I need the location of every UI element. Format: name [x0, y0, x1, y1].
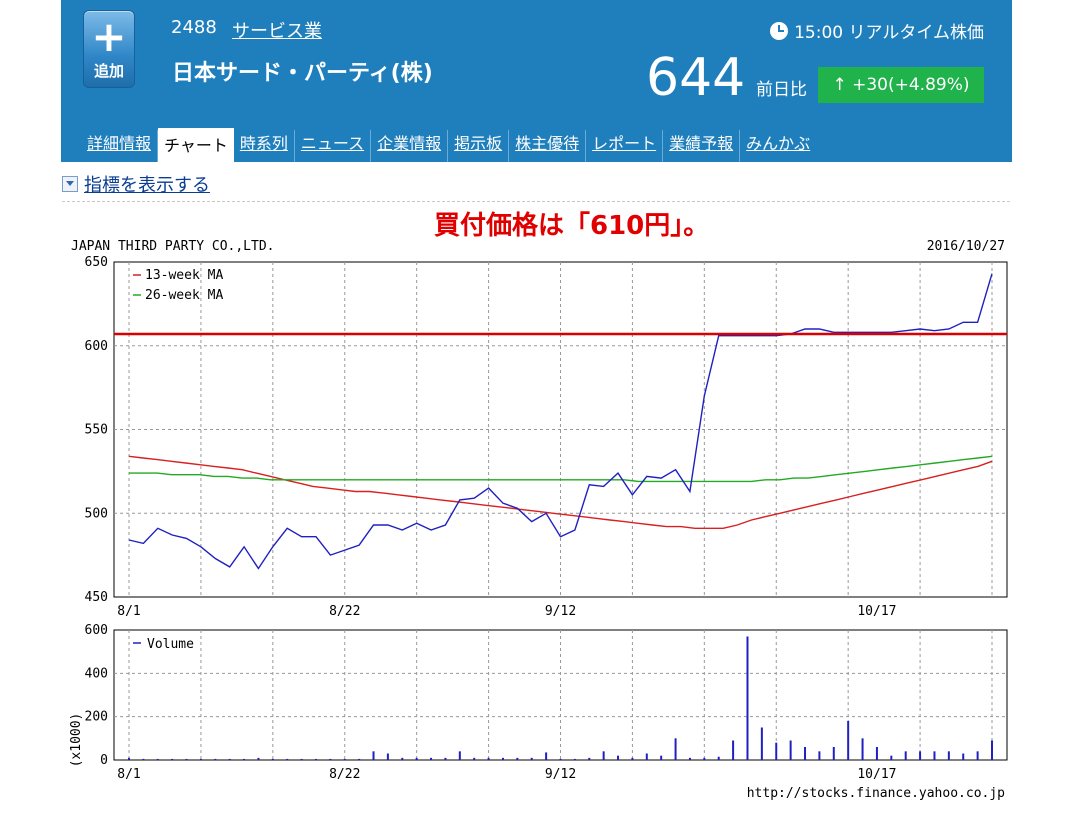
company-name: 日本サード・パーティ(株): [172, 61, 433, 86]
tab-5[interactable]: 掲示板: [448, 130, 510, 162]
volume-ytick: 0: [100, 753, 108, 768]
volume-legend-label: Volume: [147, 637, 194, 652]
price-xtick: 8/22: [329, 604, 360, 619]
show-indicators-link[interactable]: 指標を表示する: [62, 171, 210, 197]
divider: [62, 201, 1010, 202]
tab-2[interactable]: 時系列: [234, 130, 295, 162]
price-ytick: 650: [85, 255, 108, 270]
show-indicators-label: 指標を表示する: [84, 175, 210, 196]
dropdown-icon: [62, 176, 78, 192]
volume-ylabel: (x1000): [69, 713, 84, 768]
series-line-0: [128, 455, 993, 529]
tab-bar: 詳細情報 チャート 時系列 ニュース 企業情報 掲示板 株主優待 レポート 業績予報 みんかぶ: [81, 128, 816, 162]
price-ytick: 500: [85, 506, 108, 521]
tab-3[interactable]: ニュース: [295, 130, 372, 162]
chart-title: JAPAN THIRD PARTY CO.,LTD.: [71, 239, 275, 254]
plus-icon: +: [91, 12, 127, 61]
volume-ytick: 200: [85, 710, 108, 725]
change-badge: ↑ +30(+4.89%): [818, 67, 984, 103]
current-price: 644: [646, 48, 746, 108]
volume-ytick: 400: [85, 666, 108, 681]
tab-9[interactable]: みんかぶ: [746, 134, 811, 153]
legend-label-1: 26-week MA: [145, 288, 223, 303]
volume-ytick: 600: [85, 623, 108, 638]
industry-link[interactable]: サービス業: [232, 21, 322, 42]
price-ytick: 450: [85, 590, 108, 605]
clock-icon: [770, 21, 789, 40]
realtime-label: 15:00 リアルタイム株価: [794, 23, 984, 43]
volume-xtick: 8/1: [117, 767, 140, 782]
tab-4[interactable]: 企業情報: [371, 130, 449, 162]
tab-0[interactable]: 詳細情報: [81, 130, 159, 162]
volume-xtick: 10/17: [857, 767, 896, 782]
chart-date: 2016/10/27: [927, 239, 1005, 254]
tab-6[interactable]: 株主優待: [509, 130, 587, 162]
price-xtick: 10/17: [857, 604, 896, 619]
price-annotation: 買付価格は「610円」。: [434, 210, 709, 241]
volume-xtick: 9/12: [545, 767, 576, 782]
price-ytick: 600: [85, 339, 108, 354]
change-label: 前日比: [756, 80, 807, 100]
price-xtick: 9/12: [545, 604, 576, 619]
price-xtick: 8/1: [117, 604, 140, 619]
realtime-status: 15:00 リアルタイム株価: [770, 18, 984, 43]
source-url: http://stocks.finance.yahoo.co.jp: [747, 786, 1005, 801]
tab-7[interactable]: レポート: [586, 130, 664, 162]
legend-label-0: 13-week MA: [145, 268, 223, 283]
stock-code: 2488: [171, 17, 217, 38]
tab-1[interactable]: チャート: [158, 128, 234, 162]
stock-header: + 追加 2488 サービス業 日本サード・パーティ(株) 15:00 リアルタ…: [61, 0, 1012, 162]
series-line-1: [129, 455, 993, 483]
volume-xtick: 8/22: [329, 767, 360, 782]
price-ytick: 550: [85, 423, 108, 438]
tab-8[interactable]: 業績予報: [663, 130, 741, 162]
add-watchlist-button[interactable]: + 追加: [83, 10, 135, 88]
add-label: 追加: [93, 62, 124, 80]
